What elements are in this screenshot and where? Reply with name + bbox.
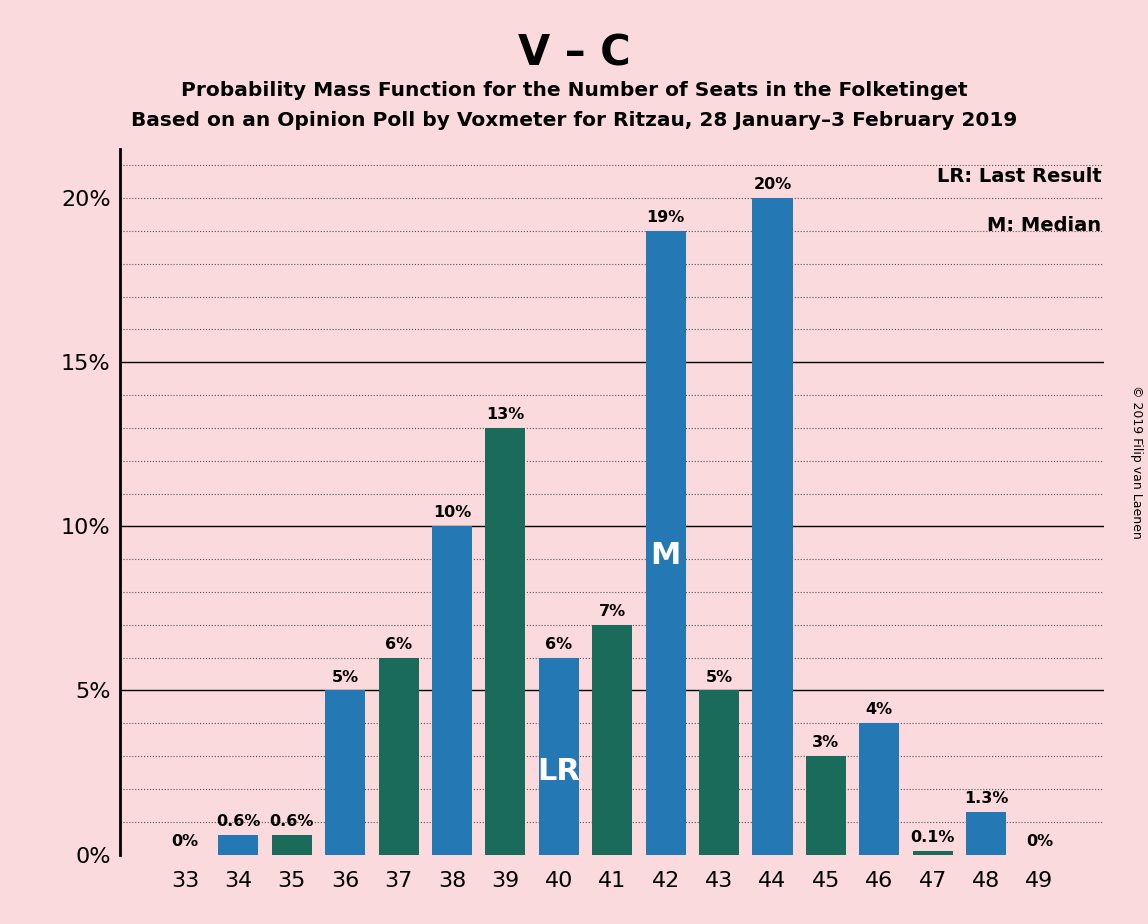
Bar <box>218 835 258 855</box>
Text: 0%: 0% <box>171 833 199 848</box>
Bar <box>379 658 419 855</box>
Bar <box>432 527 472 855</box>
Bar <box>592 625 633 855</box>
Bar <box>752 199 792 855</box>
Text: 6%: 6% <box>385 637 412 651</box>
Text: 10%: 10% <box>433 505 471 520</box>
Text: Based on an Opinion Poll by Voxmeter for Ritzau, 28 January–3 February 2019: Based on an Opinion Poll by Voxmeter for… <box>131 111 1017 130</box>
Text: Probability Mass Function for the Number of Seats in the Folketinget: Probability Mass Function for the Number… <box>180 81 968 101</box>
Text: 0.6%: 0.6% <box>216 814 261 829</box>
Text: 7%: 7% <box>599 604 626 619</box>
Text: V – C: V – C <box>518 32 630 74</box>
Text: 4%: 4% <box>866 702 893 717</box>
Bar <box>967 812 1006 855</box>
Text: 5%: 5% <box>332 670 359 685</box>
Text: 5%: 5% <box>706 670 732 685</box>
Text: 0%: 0% <box>1026 833 1053 848</box>
Text: 0.1%: 0.1% <box>910 831 955 845</box>
Text: 3%: 3% <box>813 736 839 750</box>
Text: M: Median: M: Median <box>987 216 1101 235</box>
Bar <box>538 658 579 855</box>
Bar <box>806 756 846 855</box>
Text: 20%: 20% <box>753 177 792 192</box>
Bar <box>645 231 685 855</box>
Text: 0.6%: 0.6% <box>270 814 315 829</box>
Text: M: M <box>651 541 681 570</box>
Text: 6%: 6% <box>545 637 573 651</box>
Text: © 2019 Filip van Laenen: © 2019 Filip van Laenen <box>1130 385 1143 539</box>
Text: 1.3%: 1.3% <box>964 791 1008 806</box>
Bar <box>486 428 526 855</box>
Bar <box>913 851 953 855</box>
Text: LR: LR <box>537 758 580 786</box>
Bar <box>325 690 365 855</box>
Text: 19%: 19% <box>646 210 685 225</box>
Bar <box>699 690 739 855</box>
Bar <box>272 835 312 855</box>
Text: 13%: 13% <box>487 407 525 422</box>
Text: LR: Last Result: LR: Last Result <box>937 166 1101 186</box>
Bar <box>860 723 899 855</box>
